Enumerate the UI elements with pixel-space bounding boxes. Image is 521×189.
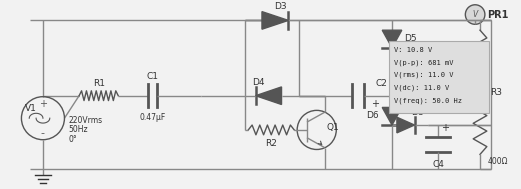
Text: R3: R3: [490, 88, 502, 97]
Text: +: +: [441, 123, 449, 133]
Text: V(rms): 11.0 V: V(rms): 11.0 V: [394, 72, 453, 78]
Text: D3: D3: [274, 2, 287, 11]
Text: V(freq): 50.0 Hz: V(freq): 50.0 Hz: [394, 97, 462, 104]
Polygon shape: [382, 30, 402, 48]
Polygon shape: [256, 87, 281, 105]
Text: 400Ω: 400Ω: [488, 157, 508, 166]
Text: 0.47μF: 0.47μF: [139, 113, 166, 122]
Text: PR1: PR1: [487, 9, 508, 19]
Text: V1: V1: [26, 104, 37, 113]
Circle shape: [465, 5, 485, 24]
Text: D4: D4: [252, 77, 265, 87]
Text: V(p-p): 681 mV: V(p-p): 681 mV: [394, 59, 453, 66]
Text: 220Vrms: 220Vrms: [68, 116, 103, 125]
Text: +: +: [39, 99, 47, 109]
FancyBboxPatch shape: [389, 41, 489, 113]
Text: V(dc): 11.0 V: V(dc): 11.0 V: [394, 85, 449, 91]
Text: R2: R2: [265, 139, 277, 148]
Text: V: V: [473, 10, 478, 19]
Polygon shape: [397, 117, 415, 133]
Text: C4: C4: [432, 160, 444, 169]
Text: D6: D6: [367, 111, 379, 120]
Text: 0°: 0°: [68, 135, 77, 144]
Text: C2: C2: [376, 79, 387, 88]
Text: D8: D8: [411, 108, 424, 117]
Polygon shape: [382, 107, 402, 125]
Text: D5: D5: [404, 33, 416, 43]
Text: 50Hz: 50Hz: [68, 125, 88, 134]
Polygon shape: [262, 12, 288, 29]
Text: R1: R1: [93, 79, 105, 88]
Text: +: +: [371, 98, 379, 108]
Text: C1: C1: [146, 72, 158, 81]
Text: Q1: Q1: [327, 123, 339, 132]
Text: -: -: [41, 128, 45, 138]
Text: V: 10.8 V: V: 10.8 V: [394, 47, 432, 53]
